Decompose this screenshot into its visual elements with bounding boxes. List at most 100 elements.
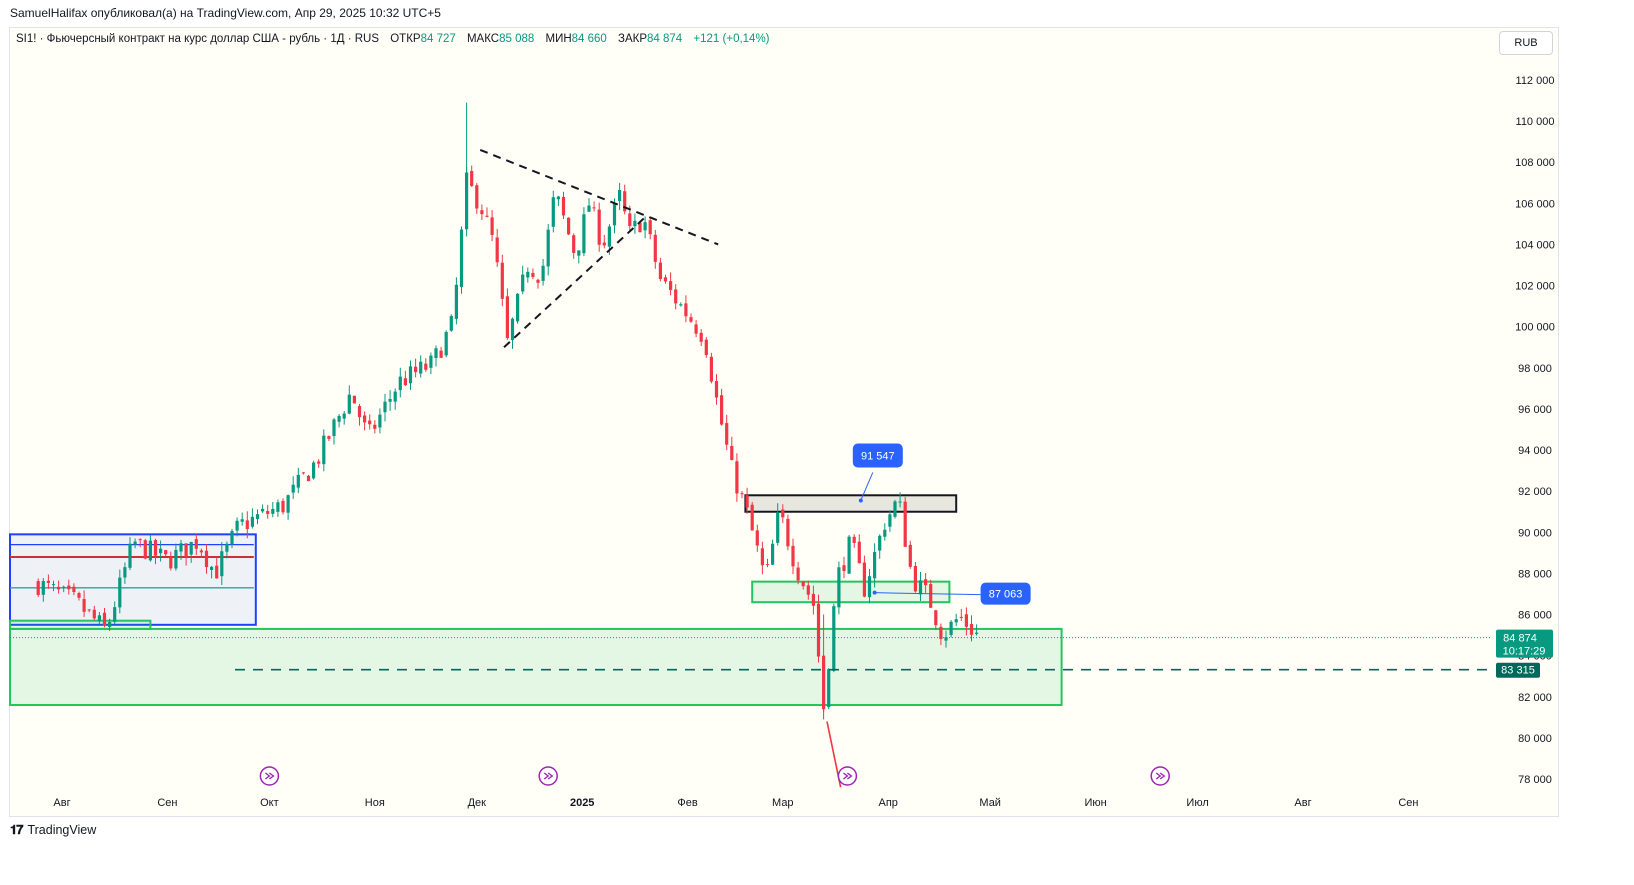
event-marker-arrow [543, 772, 554, 780]
price-tick-label: 92 000 [1518, 486, 1552, 498]
demand-zone-large [9, 627, 1063, 706]
candle-body [755, 530, 759, 546]
close-label: ЗАКР [618, 33, 648, 45]
candle-body [439, 350, 443, 358]
candle-body [658, 262, 662, 280]
price-tick-label: 90 000 [1518, 527, 1552, 539]
candle-body [577, 250, 581, 256]
candle-body [801, 581, 805, 587]
countdown-label: 10:17:29 [1503, 646, 1546, 658]
candle-body [791, 545, 795, 567]
candle-body [337, 416, 341, 422]
candle-body [291, 484, 295, 493]
candle-body [684, 303, 688, 317]
candle-body [153, 540, 158, 556]
candle-body [949, 621, 953, 635]
candle-body [368, 420, 372, 425]
event-marker-arrow [1155, 772, 1166, 780]
candle-body [342, 413, 346, 419]
candle-body [878, 535, 882, 551]
candle-body [883, 529, 887, 537]
candle-body [628, 213, 632, 226]
candle-body [633, 220, 637, 227]
low-label: МИН [545, 33, 572, 45]
candle-body [567, 217, 571, 235]
candle-body [419, 361, 423, 374]
time-tick-label: Июн [1084, 797, 1106, 809]
callout-label: 91 547 [861, 450, 895, 462]
candle-body [301, 472, 305, 474]
candle-body [689, 317, 693, 322]
time-tick-label: 2025 [570, 797, 594, 809]
candle-body [403, 378, 407, 386]
candle-body [118, 577, 122, 608]
callout-box [852, 443, 903, 468]
candle-body [92, 609, 96, 619]
candle-body [495, 237, 499, 263]
open-value: 84 727 [420, 33, 456, 45]
range-box [9, 533, 257, 626]
last-price-badge [1496, 629, 1553, 658]
callout-connector [860, 472, 874, 501]
candle-body [674, 289, 678, 304]
candle-body [62, 586, 66, 588]
candle-body [373, 424, 377, 429]
candle-body [760, 548, 764, 566]
candle-body [480, 210, 484, 215]
candle-body [347, 394, 351, 414]
candle-body [41, 581, 45, 595]
candle-body [459, 229, 464, 288]
candle-body [189, 541, 193, 555]
time-tick-label: Апр [878, 797, 897, 809]
change-value: +121 (+0,14%) [693, 33, 770, 45]
candle-body [72, 586, 76, 593]
currency-button[interactable]: RUB [1499, 31, 1553, 55]
candle-body [556, 196, 560, 200]
candle-body [740, 493, 744, 495]
chart-pane[interactable] [9, 27, 1559, 817]
time-tick-label: Авг [1294, 797, 1311, 809]
candle-body [521, 274, 525, 292]
candle-body [383, 401, 387, 413]
callout-box [980, 582, 1031, 605]
candle-body [261, 508, 265, 512]
price-tick-label: 110 000 [1516, 116, 1555, 128]
candle-body [352, 395, 356, 404]
last-price-label: 84 874 [1503, 633, 1537, 645]
footer: ⁠𝟏𝟕 TradingView [10, 822, 96, 838]
price-tick-label: 78 000 [1518, 774, 1552, 786]
candle-body [230, 530, 234, 545]
candle-body [174, 549, 178, 569]
candle-body [842, 565, 846, 572]
candle-body [490, 217, 494, 236]
candle-body [602, 242, 606, 246]
candle-body [306, 475, 311, 482]
candle-body [133, 541, 137, 545]
event-marker-arrow [264, 772, 275, 780]
callout-anchor [872, 590, 877, 595]
price-tick-label: 96 000 [1518, 404, 1552, 416]
candle-body [36, 581, 40, 595]
candle-body [546, 229, 550, 267]
candle-body [475, 185, 479, 209]
price-tick-label: 108 000 [1515, 157, 1555, 169]
candle-body [281, 500, 285, 513]
candle-body [327, 436, 331, 439]
candle-body [607, 226, 611, 247]
candle-body [235, 520, 239, 531]
price-tick-label: 82 000 [1518, 692, 1552, 704]
candle-body [975, 632, 979, 634]
candle-body [867, 576, 872, 598]
symbol-description: SI1! · Фьючерсный контракт на курс долла… [16, 33, 380, 45]
time-tick-label: Июл [1186, 797, 1208, 809]
candle-body [908, 544, 912, 567]
candle-body [582, 214, 586, 254]
candle-body [194, 539, 198, 549]
candle-body [332, 419, 336, 436]
candle-body [796, 567, 800, 581]
candle-body [847, 536, 851, 574]
candle-body [82, 599, 86, 612]
candle-body [959, 616, 963, 618]
candle-body [857, 541, 861, 564]
